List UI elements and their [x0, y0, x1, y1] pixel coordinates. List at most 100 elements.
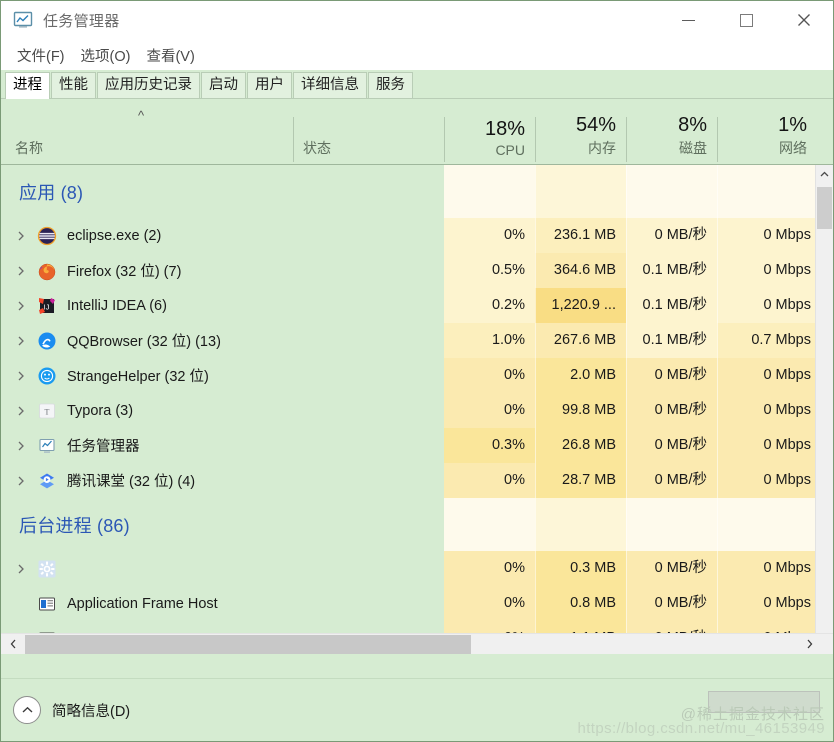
row-cells: 0% 99.8 MB 0 MB/秒 0 Mbps — [444, 393, 833, 428]
menu-options[interactable]: 选项(O) — [80, 48, 131, 65]
memory-label: 内存 — [588, 140, 616, 156]
table-header-row: ^ 名称 状态 18% CPU 54% 内存 8% 磁盘 1% 网络 — [1, 99, 833, 165]
column-header-name[interactable]: 名称 — [15, 140, 43, 156]
vertical-scrollbar[interactable] — [815, 165, 833, 654]
cell-memory: 2.0 MB — [535, 358, 626, 393]
header-separator[interactable] — [626, 117, 627, 162]
table-row[interactable]: T Typora (3) 0% 99.8 MB 0 MB/秒 0 Mbps — [1, 393, 833, 428]
scroll-up-icon[interactable] — [816, 165, 833, 183]
menu-view[interactable]: 查看(V) — [146, 48, 195, 65]
cell-cpu: 0% — [444, 551, 535, 586]
tab-performance[interactable]: 性能 — [51, 72, 96, 99]
chevron-right-icon[interactable] — [15, 475, 27, 487]
cell-network: 0 Mbps — [717, 253, 821, 288]
close-button[interactable] — [775, 1, 833, 39]
intellij-idea-icon: IJ — [37, 296, 59, 316]
cell-cpu: 0.3% — [444, 428, 535, 463]
chevron-right-icon[interactable] — [15, 265, 27, 277]
table-row[interactable]: QQBrowser (32 位) (13) 1.0% 267.6 MB 0.1 … — [1, 323, 833, 358]
table-row[interactable]: 0% 0.3 MB 0 MB/秒 0 Mbps — [1, 551, 833, 586]
column-header-memory[interactable]: 54% 内存 — [535, 113, 626, 158]
cell-memory: 26.8 MB — [535, 428, 626, 463]
network-label: 网络 — [779, 140, 807, 156]
tab-services[interactable]: 服务 — [368, 72, 413, 99]
group-header-apps[interactable]: 应用 (8) — [1, 165, 833, 218]
cell-network: 0 Mbps — [717, 218, 821, 253]
fewer-details-button[interactable]: 简略信息(D) — [13, 696, 130, 724]
minimize-icon — [681, 19, 695, 21]
cell-disk: 0.1 MB/秒 — [626, 253, 717, 288]
row-cells: 0% 28.7 MB 0 MB/秒 0 Mbps — [444, 463, 833, 498]
sort-ascending-icon: ^ — [138, 108, 145, 123]
chevron-right-icon[interactable] — [15, 440, 27, 452]
scroll-left-icon[interactable] — [3, 634, 23, 654]
chevron-right-icon[interactable] — [15, 335, 27, 347]
header-separator[interactable] — [293, 117, 294, 162]
memory-usage-percent: 54% — [575, 114, 616, 136]
group-cells — [444, 165, 833, 218]
horizontal-scrollbar-thumb[interactable] — [25, 635, 471, 654]
process-name: QQBrowser (32 位) (13) — [67, 334, 221, 350]
close-icon — [798, 14, 810, 26]
header-separator[interactable] — [717, 117, 718, 162]
group-header-background-processes[interactable]: 后台进程 (86) — [1, 498, 833, 551]
row-cells: 1.0% 267.6 MB 0.1 MB/秒 0.7 Mbps — [444, 323, 833, 358]
horizontal-scrollbar[interactable] — [1, 633, 833, 654]
eclipse-icon — [37, 226, 59, 246]
table-row[interactable]: Application Frame Host 0% 0.8 MB 0 MB/秒 … — [1, 586, 833, 621]
row-cells: 0.5% 364.6 MB 0.1 MB/秒 0 Mbps — [444, 253, 833, 288]
menu-file[interactable]: 文件(F) — [17, 48, 65, 65]
process-list[interactable]: 应用 (8) — [1, 165, 833, 654]
cell-memory: 267.6 MB — [535, 323, 626, 358]
cpu-usage-percent: 18% — [484, 118, 525, 140]
disk-label: 磁盘 — [679, 140, 707, 156]
task-manager-icon — [37, 436, 59, 456]
row-cells: 0.2% 1,220.9 ... 0.1 MB/秒 0 Mbps — [444, 288, 833, 323]
header-separator[interactable] — [535, 117, 536, 162]
cell-memory: 236.1 MB — [535, 218, 626, 253]
fewer-details-label: 简略信息(D) — [52, 703, 131, 720]
column-header-disk[interactable]: 8% 磁盘 — [626, 113, 717, 158]
tab-details[interactable]: 详细信息 — [293, 72, 367, 99]
column-header-network[interactable]: 1% 网络 — [717, 113, 821, 158]
table-row[interactable]: IJ IntelliJ IDEA (6) 0.2% 1,220.9 ... 0.… — [1, 288, 833, 323]
table-row[interactable]: Firefox (32 位) (7) 0.5% 364.6 MB 0.1 MB/… — [1, 253, 833, 288]
cell-disk: 0 MB/秒 — [626, 586, 717, 621]
cell-memory: 1,220.9 ... — [535, 288, 626, 323]
table-row[interactable]: 任务管理器 0.3% 26.8 MB 0 MB/秒 0 Mbps — [1, 428, 833, 463]
process-name: IntelliJ IDEA (6) — [67, 297, 167, 314]
column-header-cpu[interactable]: 18% CPU — [444, 117, 535, 158]
column-header-status[interactable]: 状态 — [303, 140, 331, 156]
chevron-right-icon[interactable] — [15, 405, 27, 417]
table-row[interactable]: eclipse.exe (2) 0% 236.1 MB 0 MB/秒 0 Mbp… — [1, 218, 833, 253]
group-cells — [444, 498, 833, 551]
scroll-right-icon[interactable] — [799, 634, 819, 654]
maximize-button[interactable] — [717, 1, 775, 39]
chevron-right-icon[interactable] — [15, 370, 27, 382]
table-row[interactable]: StrangeHelper (32 位) 0% 2.0 MB 0 MB/秒 0 … — [1, 358, 833, 393]
process-name: StrangeHelper (32 位) — [67, 369, 209, 385]
tab-app-history[interactable]: 应用历史记录 — [97, 72, 200, 99]
maximize-icon — [739, 13, 753, 27]
minimize-button[interactable] — [659, 1, 717, 39]
cell-network: 0 Mbps — [717, 551, 821, 586]
cell-cpu: 0% — [444, 218, 535, 253]
chevron-right-icon[interactable] — [15, 300, 27, 312]
group-label: 后台进程 (86) — [19, 515, 130, 536]
chevron-right-icon[interactable] — [15, 230, 27, 242]
chevron-right-icon[interactable] — [15, 563, 27, 575]
firefox-icon — [37, 261, 59, 281]
table-row[interactable]: 腾讯课堂 (32 位) (4) 0% 28.7 MB 0 MB/秒 0 Mbps — [1, 463, 833, 498]
cell-network: 0 Mbps — [717, 463, 821, 498]
process-name: 任务管理器 — [67, 439, 140, 455]
tab-processes[interactable]: 进程 — [5, 72, 50, 99]
cell-disk: 0 MB/秒 — [626, 218, 717, 253]
tab-users[interactable]: 用户 — [247, 72, 292, 99]
cell-cpu: 0.2% — [444, 288, 535, 323]
header-separator[interactable] — [444, 117, 445, 162]
cell-disk: 0 MB/秒 — [626, 463, 717, 498]
tab-startup[interactable]: 启动 — [201, 72, 246, 99]
cell-memory: 28.7 MB — [535, 463, 626, 498]
vertical-scrollbar-thumb[interactable] — [817, 187, 832, 229]
cell-memory: 364.6 MB — [535, 253, 626, 288]
